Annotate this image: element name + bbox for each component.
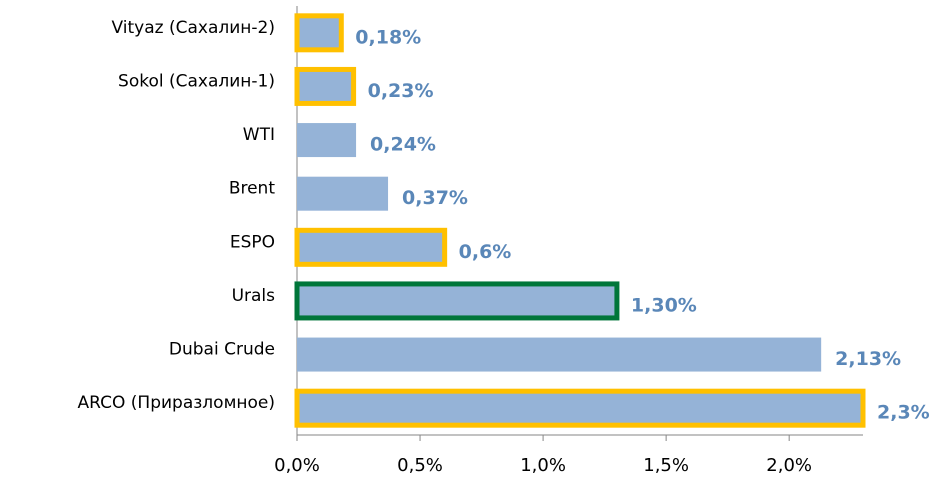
bar bbox=[294, 66, 357, 106]
y-tick-label: Dubai Crude bbox=[169, 340, 275, 360]
bar bbox=[297, 176, 389, 211]
y-tick-label: Brent bbox=[229, 179, 276, 199]
x-tick-label: 0,5% bbox=[397, 455, 443, 476]
y-tick-label: WTI bbox=[243, 125, 275, 145]
value-label: 2,13% bbox=[835, 348, 901, 370]
x-tick-label: 1,0% bbox=[520, 455, 566, 476]
y-tick-label: Urals bbox=[232, 286, 276, 306]
bar bbox=[294, 281, 620, 321]
value-label: 0,6% bbox=[459, 241, 512, 263]
value-label: 0,23% bbox=[368, 80, 434, 102]
bar bbox=[294, 13, 344, 53]
value-label: 0,24% bbox=[370, 134, 436, 156]
x-tick-label: 2,0% bbox=[766, 455, 812, 476]
x-tick-label: 0,0% bbox=[274, 455, 320, 476]
y-tick-label: ESPO bbox=[230, 232, 275, 252]
bar bbox=[294, 227, 448, 267]
y-tick-label: Sokol (Сахалин-1) bbox=[118, 71, 275, 91]
bar bbox=[297, 123, 357, 158]
y-tick-label: Vityaz (Сахалин-2) bbox=[112, 18, 275, 38]
value-label: 0,18% bbox=[355, 26, 421, 48]
bar bbox=[294, 388, 866, 428]
x-tick-label: 1,5% bbox=[643, 455, 689, 476]
bar bbox=[297, 337, 822, 372]
value-label: 0,37% bbox=[402, 187, 468, 209]
value-label: 1,30% bbox=[631, 294, 697, 316]
value-label: 2,3% bbox=[877, 402, 930, 424]
y-tick-label: ARCO (Приразломное) bbox=[78, 393, 275, 413]
